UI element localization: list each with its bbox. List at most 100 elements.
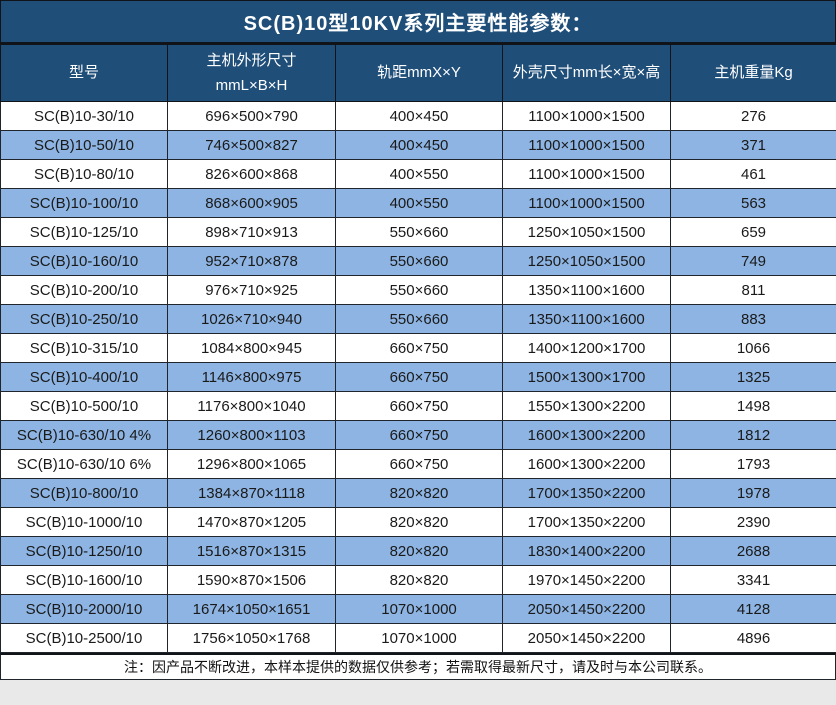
cell-model: SC(B)10-500/10 [0, 391, 168, 421]
cell-weight: 1325 [670, 362, 836, 392]
cell-rail-gauge: 550×660 [335, 217, 503, 247]
cell-rail-gauge: 400×550 [335, 159, 503, 189]
cell-weight: 563 [670, 188, 836, 218]
table-row: SC(B)10-100/10 868×600×905 400×550 1100×100… [0, 188, 836, 218]
cell-weight: 1498 [670, 391, 836, 421]
cell-rail-gauge: 550×660 [335, 275, 503, 305]
cell-rail-gauge: 820×820 [335, 507, 503, 537]
cell-model: SC(B)10-800/10 [0, 478, 168, 508]
cell-main-dimensions: 898×710×913 [167, 217, 336, 247]
header-main-dimensions: 主机外形尺寸 mmL×B×H [167, 44, 336, 102]
cell-weight: 1066 [670, 333, 836, 363]
cell-model: SC(B)10-1000/10 [0, 507, 168, 537]
cell-rail-gauge: 400×550 [335, 188, 503, 218]
cell-weight: 749 [670, 246, 836, 276]
cell-shell-dimensions: 1100×1000×1500 [502, 101, 671, 131]
cell-shell-dimensions: 1100×1000×1500 [502, 130, 671, 160]
cell-main-dimensions: 952×710×878 [167, 246, 336, 276]
table-row: SC(B)10-125/10 898×710×913 550×660 1250×105… [0, 217, 836, 247]
cell-rail-gauge: 660×750 [335, 449, 503, 479]
cell-model: SC(B)10-315/10 [0, 333, 168, 363]
cell-shell-dimensions: 1550×1300×2200 [502, 391, 671, 421]
table-row: SC(B)10-1000/10 1470×870×1205 820×820 1700×… [0, 507, 836, 537]
cell-weight: 276 [670, 101, 836, 131]
cell-shell-dimensions: 1400×1200×1700 [502, 333, 671, 363]
table-header: 型号 主机外形尺寸 mmL×B×H 轨距mmX×Y 外壳尺寸mm长×宽×高 主机… [0, 44, 836, 102]
cell-weight: 1793 [670, 449, 836, 479]
cell-weight: 2390 [670, 507, 836, 537]
cell-shell-dimensions: 1100×1000×1500 [502, 188, 671, 218]
cell-rail-gauge: 400×450 [335, 130, 503, 160]
cell-weight: 461 [670, 159, 836, 189]
table-row: SC(B)10-630/10 6% 1296×800×1065 660×750 160… [0, 449, 836, 479]
cell-main-dimensions: 1384×870×1118 [167, 478, 336, 508]
cell-model: SC(B)10-80/10 [0, 159, 168, 189]
cell-weight: 4896 [670, 623, 836, 653]
table-row: SC(B)10-400/10 1146×800×975 660×750 1500×13… [0, 362, 836, 392]
table-row: SC(B)10-500/10 1176×800×1040 660×750 1550×1… [0, 391, 836, 421]
cell-model: SC(B)10-630/10 4% [0, 420, 168, 450]
cell-shell-dimensions: 1830×1400×2200 [502, 536, 671, 566]
cell-shell-dimensions: 1600×1300×2200 [502, 449, 671, 479]
cell-shell-dimensions: 2050×1450×2200 [502, 594, 671, 624]
cell-weight: 4128 [670, 594, 836, 624]
cell-rail-gauge: 1070×1000 [335, 623, 503, 653]
cell-model: SC(B)10-400/10 [0, 362, 168, 392]
header-model-label: 型号 [68, 64, 99, 82]
cell-shell-dimensions: 1600×1300×2200 [502, 420, 671, 450]
cell-shell-dimensions: 2050×1450×2200 [502, 623, 671, 653]
cell-rail-gauge: 820×820 [335, 565, 503, 595]
cell-main-dimensions: 1516×870×1315 [167, 536, 336, 566]
header-model: 型号 [0, 44, 168, 102]
table-row: SC(B)10-2000/10 1674×1050×1651 1070×1000 20… [0, 594, 836, 624]
cell-weight: 371 [670, 130, 836, 160]
cell-shell-dimensions: 1100×1000×1500 [502, 159, 671, 189]
cell-main-dimensions: 1176×800×1040 [167, 391, 336, 421]
cell-weight: 883 [670, 304, 836, 334]
cell-main-dimensions: 696×500×790 [167, 101, 336, 131]
table-row: SC(B)10-1600/10 1590×870×1506 820×820 1970×… [0, 565, 836, 595]
cell-main-dimensions: 1470×870×1205 [167, 507, 336, 537]
cell-model: SC(B)10-2500/10 [0, 623, 168, 653]
cell-rail-gauge: 660×750 [335, 391, 503, 421]
cell-rail-gauge: 400×450 [335, 101, 503, 131]
cell-shell-dimensions: 1700×1350×2200 [502, 478, 671, 508]
table-row: SC(B)10-30/10 696×500×790 400×450 1100×1000… [0, 101, 836, 131]
cell-main-dimensions: 826×600×868 [167, 159, 336, 189]
cell-model: SC(B)10-100/10 [0, 188, 168, 218]
cell-main-dimensions: 1260×800×1103 [167, 420, 336, 450]
cell-rail-gauge: 660×750 [335, 420, 503, 450]
cell-rail-gauge: 660×750 [335, 362, 503, 392]
cell-main-dimensions: 1296×800×1065 [167, 449, 336, 479]
cell-main-dimensions: 1756×1050×1768 [167, 623, 336, 653]
table-row: SC(B)10-200/10 976×710×925 550×660 1350×110… [0, 275, 836, 305]
cell-shell-dimensions: 1350×1100×1600 [502, 275, 671, 305]
cell-rail-gauge: 550×660 [335, 304, 503, 334]
table-row: SC(B)10-2500/10 1756×1050×1768 1070×1000 20… [0, 623, 836, 653]
cell-model: SC(B)10-250/10 [0, 304, 168, 334]
cell-model: SC(B)10-1600/10 [0, 565, 168, 595]
cell-shell-dimensions: 1250×1050×1500 [502, 246, 671, 276]
header-weight-label: 主机重量Kg [714, 64, 793, 82]
page-title: SC(B)10型10KV系列主要性能参数： [0, 0, 836, 44]
table-row: SC(B)10-250/10 1026×710×940 550×660 1350×11… [0, 304, 836, 334]
header-shell-dimensions: 外壳尺寸mm长×宽×高 [502, 44, 671, 102]
cell-shell-dimensions: 1700×1350×2200 [502, 507, 671, 537]
cell-rail-gauge: 820×820 [335, 478, 503, 508]
cell-weight: 811 [670, 275, 836, 305]
cell-weight: 1978 [670, 478, 836, 508]
cell-weight: 1812 [670, 420, 836, 450]
header-shell-dimensions-label: 外壳尺寸mm长×宽×高 [512, 64, 661, 82]
cell-main-dimensions: 1146×800×975 [167, 362, 336, 392]
cell-shell-dimensions: 1350×1100×1600 [502, 304, 671, 334]
header-weight: 主机重量Kg [670, 44, 836, 102]
cell-main-dimensions: 1026×710×940 [167, 304, 336, 334]
header-row: 型号 主机外形尺寸 mmL×B×H 轨距mmX×Y 外壳尺寸mm长×宽×高 主机… [0, 44, 836, 102]
cell-main-dimensions: 746×500×827 [167, 130, 336, 160]
table-row: SC(B)10-630/10 4% 1260×800×1103 660×750 160… [0, 420, 836, 450]
table-row: SC(B)10-1250/10 1516×870×1315 820×820 1830×… [0, 536, 836, 566]
cell-rail-gauge: 660×750 [335, 333, 503, 363]
cell-model: SC(B)10-630/10 6% [0, 449, 168, 479]
cell-model: SC(B)10-2000/10 [0, 594, 168, 624]
